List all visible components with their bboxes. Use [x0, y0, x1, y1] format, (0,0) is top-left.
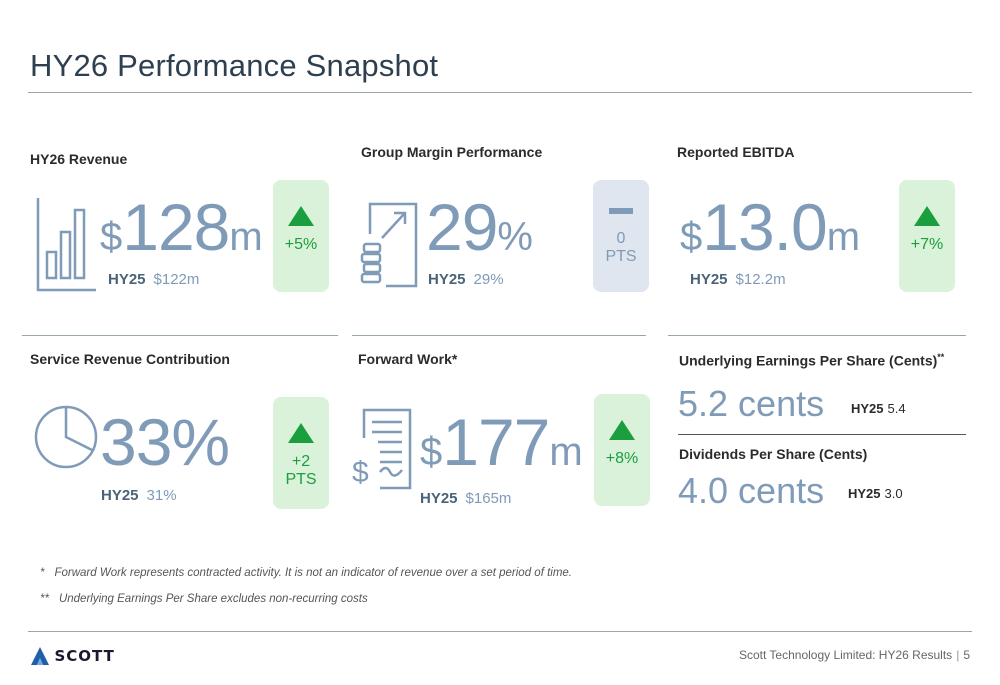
pie-chart-icon	[34, 405, 98, 469]
eps-prev: HY25 5.4	[851, 401, 906, 416]
margin-change-unit: PTS	[605, 248, 637, 265]
margin-value: 29%	[426, 194, 533, 260]
footer-divider	[28, 631, 972, 632]
eps-label-mark: **	[937, 352, 945, 362]
footnote-mark: *	[40, 567, 45, 579]
ebitda-change: +7%	[910, 236, 944, 253]
forward-prev-value: $165m	[465, 490, 512, 507]
footnote-mark: **	[40, 593, 49, 605]
forward-prev: HY25 $165m	[420, 490, 511, 507]
eps-label: Underlying Earnings Per Share (Cents)**	[679, 352, 944, 369]
logo-mark-icon	[31, 647, 49, 665]
forward-value: $177m	[420, 409, 583, 475]
page-title: HY26 Performance Snapshot	[30, 48, 439, 83]
service-change: +2 PTS	[273, 453, 329, 489]
page-footer: Scott Technology Limited: HY26 Results | 5	[738, 648, 970, 662]
margin-prev: HY25 29%	[428, 271, 504, 288]
service-change-unit: PTS	[285, 471, 317, 488]
title-divider	[28, 92, 972, 93]
dividends-prev: HY25 3.0	[848, 486, 903, 501]
dollar-sign-icon: $	[352, 456, 369, 489]
ebitda-suffix: m	[826, 215, 861, 259]
revenue-change-badge: +5%	[273, 180, 329, 292]
eps-value: 5.2 cents	[678, 383, 825, 424]
service-prev-label: HY25	[101, 487, 139, 504]
footnote-forward-work: * Forward Work represents contracted acti…	[40, 567, 572, 579]
forward-label: Forward Work*	[358, 351, 458, 367]
dividends-prev-value: 3.0	[884, 486, 903, 501]
eps-divider	[678, 434, 966, 435]
footnote-text: Underlying Earnings Per Share excludes n…	[58, 593, 368, 605]
dividends-value: 4.0 cents	[678, 470, 825, 511]
ebitda-prev: HY25 $12.2m	[690, 271, 786, 288]
dividends-prev-label: HY25	[848, 486, 881, 501]
service-value: 33%	[100, 409, 230, 475]
footer-text: Scott Technology Limited: HY26 Results	[738, 648, 953, 662]
row-divider-middle	[352, 335, 646, 336]
revenue-change: +5%	[284, 236, 318, 253]
forward-number: 177	[442, 405, 550, 479]
service-label: Service Revenue Contribution	[30, 351, 230, 367]
forward-prev-label: HY25	[420, 490, 458, 507]
growth-coins-icon	[360, 202, 418, 288]
dividends-label: Dividends Per Share (Cents)	[679, 446, 868, 462]
revenue-prefix: $	[100, 215, 123, 259]
ebitda-prev-value: $12.2m	[735, 271, 786, 288]
ebitda-prev-label: HY25	[690, 271, 728, 288]
revenue-suffix: m	[229, 215, 263, 259]
bar-chart-icon	[36, 198, 96, 292]
revenue-prev-label: HY25	[108, 271, 146, 288]
page-number: 5	[963, 648, 970, 662]
forward-change-badge: +8%	[594, 394, 650, 506]
ebitda-change-badge: +7%	[899, 180, 955, 292]
margin-prev-label: HY25	[428, 271, 466, 288]
footnote-text: Forward Work represents contracted activ…	[54, 567, 573, 579]
ebitda-label: Reported EBITDA	[677, 144, 795, 160]
service-number: 33%	[100, 405, 230, 479]
forward-suffix: m	[549, 430, 583, 474]
ebitda-number: 13.0	[702, 190, 827, 264]
ebitda-prefix: $	[680, 215, 703, 259]
revenue-label: HY26 Revenue	[30, 151, 128, 167]
revenue-value: $128m	[100, 194, 263, 260]
up-arrow-icon	[288, 423, 314, 443]
eps-label-text: Underlying Earnings Per Share (Cents)	[679, 352, 938, 369]
up-arrow-icon	[288, 206, 314, 226]
margin-number: 29	[426, 190, 498, 264]
contract-document-icon: $	[352, 408, 412, 490]
up-arrow-icon	[914, 206, 940, 226]
scott-logo: SCOTT	[30, 646, 115, 668]
service-change-value: +2	[291, 453, 311, 470]
revenue-number: 128	[122, 190, 230, 264]
margin-label: Group Margin Performance	[361, 144, 543, 160]
margin-prev-value: 29%	[473, 271, 504, 288]
logo-text: SCOTT	[54, 647, 115, 665]
flat-indicator-icon	[609, 208, 633, 214]
margin-change-badge: 0 PTS	[593, 180, 649, 292]
margin-change: 0 PTS	[593, 230, 649, 266]
revenue-prev-value: $122m	[153, 271, 200, 288]
row-divider-right	[668, 335, 966, 336]
margin-suffix: %	[497, 215, 533, 259]
eps-prev-value: 5.4	[887, 401, 906, 416]
eps-prev-label: HY25	[851, 401, 884, 416]
ebitda-value: $13.0m	[680, 194, 860, 260]
up-arrow-icon	[609, 420, 635, 440]
service-change-badge: +2 PTS	[273, 397, 329, 509]
revenue-prev: HY25 $122m	[108, 271, 199, 288]
service-prev-value: 31%	[146, 487, 177, 504]
service-prev: HY25 31%	[101, 487, 177, 504]
forward-change: +8%	[605, 450, 639, 467]
margin-change-value: 0	[616, 230, 626, 247]
footnote-eps: ** Underlying Earnings Per Share excludes…	[40, 593, 368, 605]
forward-prefix: $	[420, 430, 443, 474]
row-divider-left	[22, 335, 338, 336]
